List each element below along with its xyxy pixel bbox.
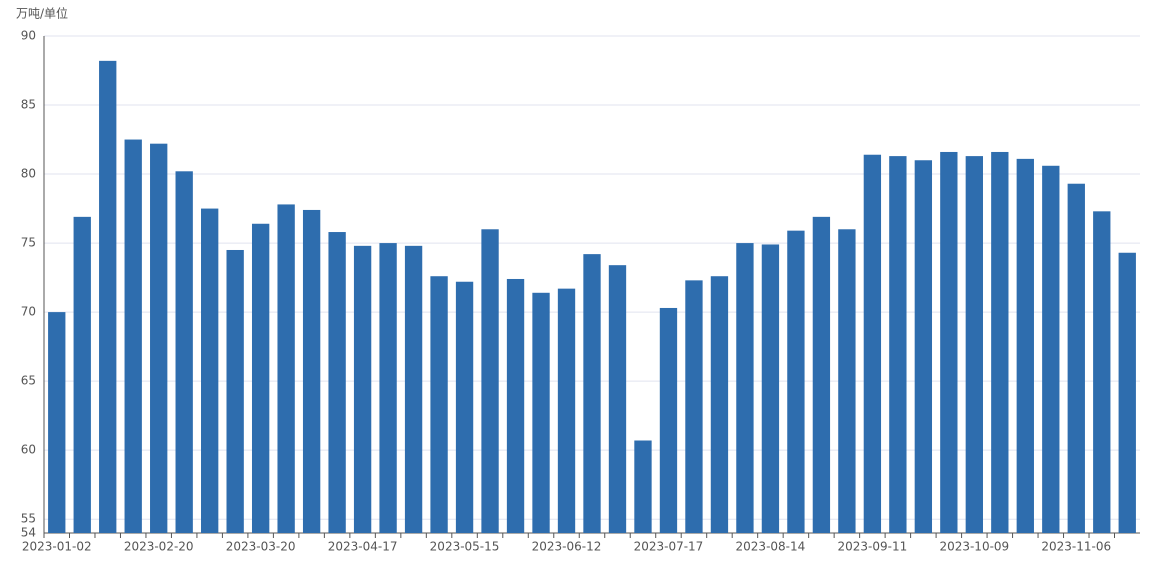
y-tick-label: 70 — [21, 305, 36, 319]
bar — [201, 208, 219, 533]
bar — [379, 243, 397, 534]
bar — [761, 244, 780, 534]
bar — [1093, 211, 1111, 533]
bar — [659, 307, 678, 533]
bar — [710, 276, 729, 533]
y-tick-label: 54 — [21, 526, 36, 540]
y-tick-label: 75 — [21, 236, 36, 250]
bar — [404, 245, 423, 533]
bar — [226, 249, 244, 533]
bar — [328, 232, 346, 534]
bar — [48, 312, 66, 533]
x-tick-label: 2023-01-02 — [22, 540, 92, 554]
bar — [1042, 165, 1060, 533]
bar — [838, 229, 856, 533]
y-tick-label: 85 — [21, 98, 36, 112]
x-tick-label: 2023-11-06 — [1041, 540, 1111, 554]
bar — [914, 160, 933, 533]
bar — [608, 265, 627, 533]
x-tick-label: 2023-04-17 — [328, 540, 398, 554]
bar — [99, 60, 117, 533]
bar — [1067, 183, 1085, 533]
x-tick-label: 2023-08-14 — [736, 540, 806, 554]
bar — [685, 280, 703, 533]
x-tick-label: 2023-02-20 — [124, 540, 194, 554]
bar — [1118, 252, 1136, 533]
bar — [430, 276, 448, 533]
y-tick-label: 60 — [21, 443, 36, 457]
bar — [481, 229, 499, 533]
bar — [557, 288, 576, 533]
x-tick-label: 2023-06-12 — [532, 540, 602, 554]
x-tick-label: 2023-09-11 — [837, 540, 907, 554]
bar — [506, 278, 525, 533]
bar — [175, 171, 193, 534]
bar — [940, 151, 958, 533]
bar — [277, 204, 295, 533]
bar — [991, 151, 1009, 533]
bar — [965, 156, 983, 533]
bar — [353, 245, 372, 533]
bar — [634, 440, 652, 533]
x-tick-label: 2023-03-20 — [226, 540, 296, 554]
bar — [787, 230, 805, 534]
bar — [302, 209, 321, 533]
bar — [863, 154, 882, 533]
bar — [73, 216, 91, 533]
bar — [583, 254, 601, 533]
y-tick-label: 55 — [21, 512, 36, 526]
bar — [812, 216, 831, 533]
y-tick-label: 80 — [21, 167, 36, 181]
x-tick-label: 2023-05-15 — [430, 540, 500, 554]
x-tick-label: 2023-10-09 — [939, 540, 1009, 554]
x-tick-label: 2023-07-17 — [634, 540, 704, 554]
y-tick-label: 65 — [21, 374, 36, 388]
bar — [251, 223, 270, 533]
bar — [889, 156, 907, 533]
bar — [150, 143, 168, 533]
y-tick-label: 90 — [21, 29, 36, 43]
bar — [124, 139, 142, 533]
y-axis-label: 万吨/单位 — [16, 6, 68, 21]
bar — [532, 292, 550, 533]
bar — [736, 243, 754, 534]
bar — [1016, 158, 1034, 533]
bar — [455, 281, 474, 533]
